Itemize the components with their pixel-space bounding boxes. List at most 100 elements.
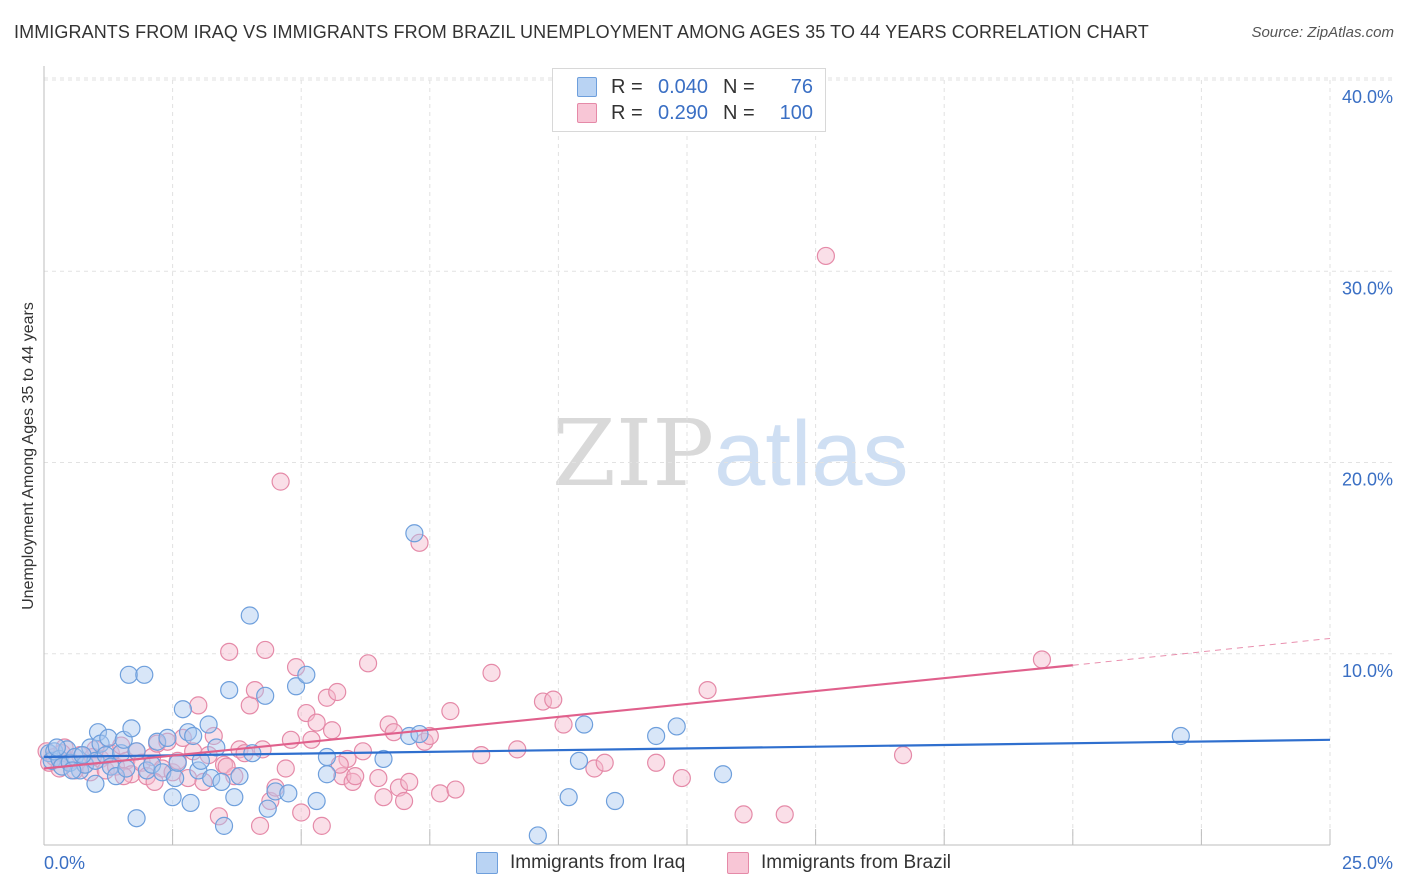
iraq-point xyxy=(279,784,298,803)
iraq-point xyxy=(1171,726,1190,746)
brazil-swatch xyxy=(577,103,597,123)
iraq-point xyxy=(256,686,275,705)
iraq-point xyxy=(667,717,686,736)
iraq-point xyxy=(199,715,218,734)
iraq-point xyxy=(405,524,424,543)
brazil-point xyxy=(250,816,270,835)
iraq-point xyxy=(230,767,249,786)
brazil-point xyxy=(312,816,331,835)
brazil-point xyxy=(328,682,347,702)
brazil-point xyxy=(585,759,604,778)
axes xyxy=(43,66,1331,846)
brazil-point xyxy=(430,784,450,803)
iraq-point xyxy=(122,719,141,738)
brazil-point xyxy=(178,768,198,788)
iraq-point xyxy=(307,791,326,811)
iraq-point xyxy=(286,677,306,696)
iraq-point xyxy=(127,742,146,761)
y-tick-label: 20.0% xyxy=(1342,470,1393,490)
x-tick-label-min: 0.0% xyxy=(44,853,85,873)
brazil-point xyxy=(322,721,342,740)
brazil-point xyxy=(369,768,388,788)
brazil-point xyxy=(302,730,321,749)
legend-item-brazil[interactable]: Immigrants from Brazil xyxy=(727,852,951,874)
brazil-point xyxy=(240,696,259,715)
iraq-point xyxy=(225,788,244,807)
brazil-point xyxy=(358,654,378,673)
brazil-point xyxy=(1032,650,1052,669)
brazil-n-label: N = xyxy=(723,101,755,124)
brazil-point xyxy=(271,472,290,491)
grid-lines xyxy=(44,77,1392,845)
iraq-swatch xyxy=(577,77,597,97)
iraq-point xyxy=(86,774,105,793)
iraq-n-value: 76 xyxy=(790,75,813,98)
brazil-point xyxy=(472,746,491,765)
legend-row-iraq: R = 0.040 N = 76 xyxy=(577,74,813,100)
iraq-point xyxy=(184,726,203,746)
brazil-point xyxy=(353,742,373,761)
brazil-point xyxy=(672,768,691,788)
brazil-point xyxy=(220,642,239,661)
brazil-point xyxy=(333,767,352,786)
brazil-point xyxy=(482,663,501,682)
y-tick-label: 10.0% xyxy=(1342,661,1393,681)
iraq-point xyxy=(647,726,666,746)
iraq-point xyxy=(569,751,589,770)
brazil-point xyxy=(698,680,717,700)
iraq-point xyxy=(575,715,594,734)
brazil-point xyxy=(346,767,365,786)
iraq-point xyxy=(317,765,337,784)
iraq-point xyxy=(220,680,239,700)
iraq-point xyxy=(117,759,136,778)
iraq-n-label: N = xyxy=(723,75,755,98)
brazil-point xyxy=(256,640,275,660)
brazil-point xyxy=(307,713,326,732)
iraq-point xyxy=(605,791,625,811)
x-tick-label-max: 25.0% xyxy=(1342,853,1393,873)
brazil-legend-swatch xyxy=(727,852,749,874)
brazil-point xyxy=(446,780,465,799)
brazil-point xyxy=(245,680,265,700)
iraq-point xyxy=(374,749,393,769)
iraq-legend-label: Immigrants from Iraq xyxy=(510,852,686,873)
brazil-legend-label: Immigrants from Brazil xyxy=(761,852,952,873)
correlation-legend: R = 0.040 N = 76 R = 0.290 N = 100 xyxy=(552,68,826,132)
iraq-point xyxy=(181,793,200,813)
iraq-point xyxy=(163,788,182,807)
brazil-point xyxy=(189,696,208,715)
source-credit: Source: ZipAtlas.com xyxy=(1251,24,1394,41)
iraq-r-value: 0.040 xyxy=(657,75,709,98)
y-tick-label: 40.0% xyxy=(1342,87,1393,107)
legend-item-iraq[interactable]: Immigrants from Iraq xyxy=(476,852,685,874)
tick-labels: 10.0% 20.0% 30.0% 40.0% 0.0% 25.0% xyxy=(44,87,1393,873)
iraq-point xyxy=(148,732,167,751)
brazil-point xyxy=(647,753,666,772)
iraq-point xyxy=(713,765,733,784)
brazil-point xyxy=(394,791,414,811)
iraq-point xyxy=(202,768,221,788)
brazil-point xyxy=(410,533,429,552)
iraq-point xyxy=(158,728,177,748)
brazil-point xyxy=(281,730,301,749)
y-tick-label: 30.0% xyxy=(1342,278,1393,298)
iraq-point xyxy=(240,606,259,625)
brazil-point xyxy=(441,702,460,721)
iraq-point xyxy=(528,826,547,845)
brazil-point xyxy=(158,732,177,751)
legend-row-brazil: R = 0.290 N = 100 xyxy=(577,100,813,126)
series-legend: Immigrants from Iraq Immigrants from Bra… xyxy=(0,852,1406,878)
iraq-point xyxy=(410,724,429,744)
iraq-point xyxy=(88,723,108,742)
brazil-point xyxy=(209,807,228,826)
iraq-point xyxy=(212,772,231,791)
y-axis-label: Unemployment Among Ages 35 to 44 years xyxy=(20,302,37,610)
brazil-point xyxy=(893,746,913,765)
iraq-point xyxy=(127,809,146,828)
brazil-point xyxy=(204,726,223,746)
brazil-point xyxy=(389,778,409,797)
iraq-point xyxy=(168,753,187,772)
brazil-point xyxy=(816,246,835,266)
iraq-point xyxy=(258,799,277,818)
